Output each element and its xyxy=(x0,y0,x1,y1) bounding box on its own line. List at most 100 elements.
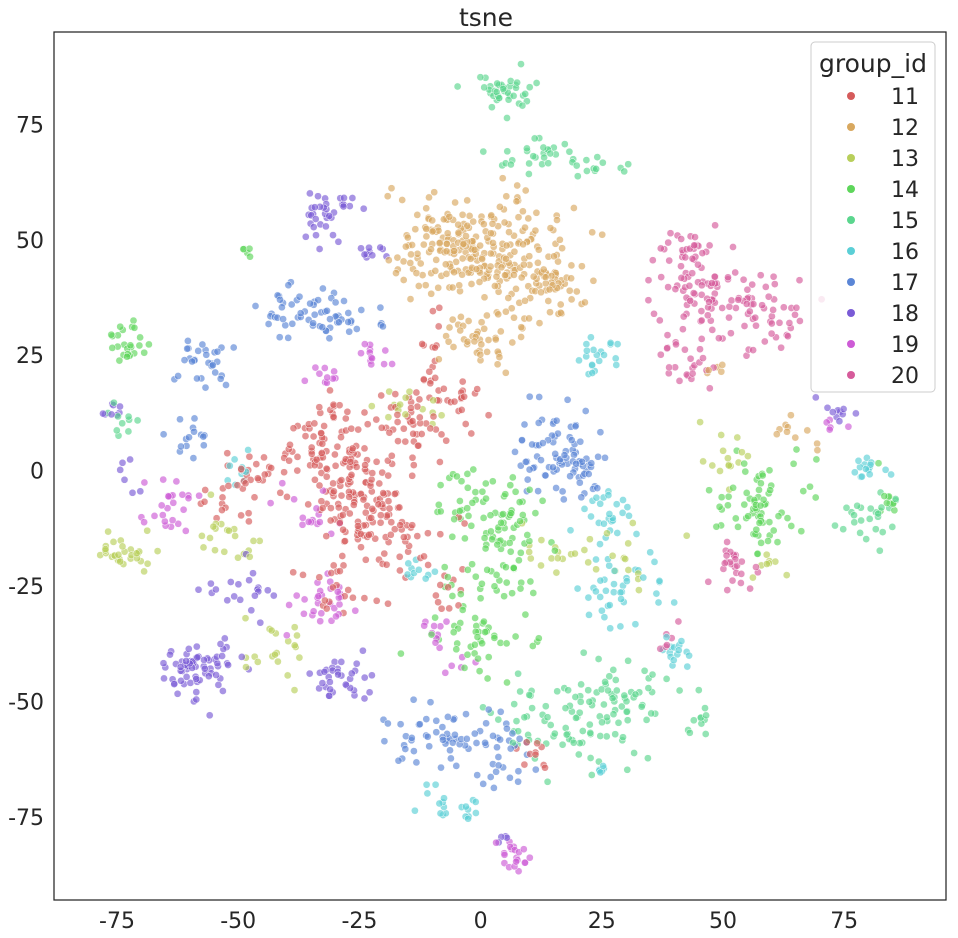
x-axis: -75 -50 -25 0 25 50 75 xyxy=(99,909,858,934)
point-group-20 xyxy=(681,253,690,262)
point-group-16 xyxy=(244,446,252,454)
point-group-17 xyxy=(323,306,331,315)
point-group-11 xyxy=(357,543,365,552)
point-group-19 xyxy=(300,609,308,618)
point-group-17 xyxy=(503,724,511,733)
point-group-12 xyxy=(399,276,408,284)
point-group-12 xyxy=(525,252,534,261)
point-group-13 xyxy=(234,553,242,562)
point-group-12 xyxy=(787,411,795,420)
point-group-17 xyxy=(335,318,343,327)
point-group-15 xyxy=(480,83,489,92)
point-group-20 xyxy=(742,300,751,308)
point-group-19 xyxy=(300,376,309,385)
point-group-20 xyxy=(686,296,695,305)
point-group-16 xyxy=(440,794,448,803)
point-group-15 xyxy=(647,709,656,718)
point-group-20 xyxy=(688,369,697,378)
point-group-14 xyxy=(742,489,751,497)
point-group-20 xyxy=(751,313,760,322)
point-group-17 xyxy=(493,743,501,752)
point-group-16 xyxy=(604,491,613,499)
point-group-14 xyxy=(427,630,436,639)
point-group-12 xyxy=(403,233,412,242)
point-group-15 xyxy=(518,101,527,110)
point-group-20 xyxy=(655,316,664,325)
point-group-11 xyxy=(414,441,422,450)
point-group-12 xyxy=(458,254,467,263)
point-group-14 xyxy=(880,492,889,500)
point-group-15 xyxy=(624,160,633,169)
point-group-17 xyxy=(523,475,532,484)
point-group-20 xyxy=(697,307,706,315)
point-group-18 xyxy=(128,488,137,497)
point-group-17 xyxy=(425,742,434,751)
point-group-17 xyxy=(496,707,505,716)
point-group-15 xyxy=(611,676,620,684)
point-group-20 xyxy=(737,557,746,566)
point-group-12 xyxy=(458,210,467,219)
point-group-16 xyxy=(611,354,620,363)
point-group-12 xyxy=(534,258,542,267)
point-group-20 xyxy=(665,363,673,372)
point-group-14 xyxy=(460,664,469,672)
point-group-17 xyxy=(566,472,574,481)
point-group-16 xyxy=(850,468,859,477)
point-group-12 xyxy=(550,252,558,261)
point-group-16 xyxy=(600,613,609,622)
point-group-16 xyxy=(587,333,595,342)
point-group-14 xyxy=(471,572,480,581)
point-group-18 xyxy=(245,576,253,585)
legend-marker-19 xyxy=(847,340,855,348)
point-group-20 xyxy=(724,273,732,282)
point-group-12 xyxy=(427,289,436,298)
point-group-13 xyxy=(628,519,637,527)
point-group-12 xyxy=(487,229,495,238)
point-group-20 xyxy=(688,254,697,263)
point-group-13 xyxy=(762,560,771,568)
point-group-16 xyxy=(582,340,591,348)
point-group-15 xyxy=(521,90,530,98)
point-group-12 xyxy=(487,211,496,220)
point-group-17 xyxy=(482,719,490,728)
point-group-11 xyxy=(318,504,327,512)
point-group-17 xyxy=(494,753,503,761)
point-group-17 xyxy=(490,784,498,792)
point-group-11 xyxy=(359,495,368,504)
point-group-13 xyxy=(749,573,757,582)
point-group-17 xyxy=(198,340,207,349)
point-group-18 xyxy=(360,673,369,682)
point-group-15 xyxy=(623,716,632,725)
point-group-11 xyxy=(335,519,344,527)
point-group-11 xyxy=(349,501,358,509)
point-group-12 xyxy=(448,315,457,324)
point-group-11 xyxy=(201,486,210,494)
point-group-16 xyxy=(623,503,632,511)
point-group-12 xyxy=(428,227,437,236)
point-group-11 xyxy=(293,453,302,461)
point-group-14 xyxy=(476,594,485,603)
point-group-15 xyxy=(550,729,559,738)
point-group-12 xyxy=(567,295,576,304)
point-group-13 xyxy=(143,559,152,568)
point-group-14 xyxy=(457,477,466,486)
point-group-20 xyxy=(720,559,729,568)
point-group-17 xyxy=(284,281,293,290)
point-group-19 xyxy=(323,373,332,382)
point-group-20 xyxy=(749,346,757,354)
point-group-20 xyxy=(650,309,658,318)
point-group-19 xyxy=(278,479,287,488)
point-group-13 xyxy=(114,550,123,559)
point-group-17 xyxy=(190,414,199,423)
point-group-12 xyxy=(416,259,425,268)
point-group-14 xyxy=(456,497,464,505)
chart-title: tsne xyxy=(459,3,513,32)
point-group-15 xyxy=(572,714,580,722)
point-group-20 xyxy=(729,243,737,251)
point-group-16 xyxy=(403,570,412,579)
point-group-18 xyxy=(207,579,215,588)
point-group-12 xyxy=(422,232,431,241)
point-group-13 xyxy=(405,387,414,396)
point-group-15 xyxy=(675,686,684,695)
point-group-15 xyxy=(114,412,122,421)
